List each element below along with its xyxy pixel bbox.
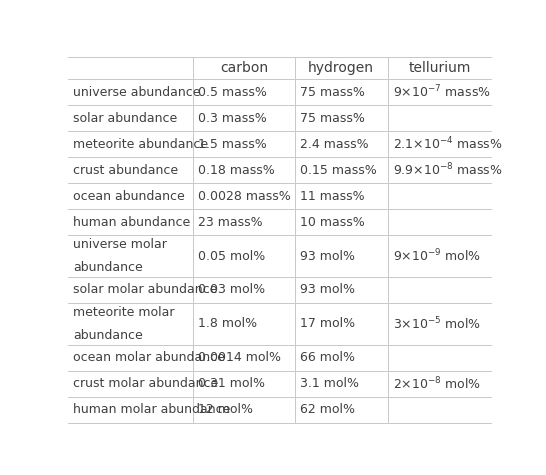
Text: solar abundance: solar abundance — [73, 112, 177, 124]
Text: universe abundance: universe abundance — [73, 86, 201, 99]
Text: $2{\times}10^{-8}$ mol%: $2{\times}10^{-8}$ mol% — [393, 375, 481, 392]
Text: $2.1{\times}10^{-4}$ mass%: $2.1{\times}10^{-4}$ mass% — [393, 136, 502, 152]
Text: abundance: abundance — [73, 261, 143, 274]
Text: 0.31 mol%: 0.31 mol% — [198, 377, 265, 390]
Text: 1.8 mol%: 1.8 mol% — [198, 317, 257, 330]
Text: 62 mol%: 62 mol% — [300, 403, 355, 416]
Text: carbon: carbon — [220, 61, 268, 75]
Text: tellurium: tellurium — [408, 61, 471, 75]
Text: meteorite molar: meteorite molar — [73, 306, 175, 319]
Text: abundance: abundance — [73, 329, 143, 342]
Text: 0.15 mass%: 0.15 mass% — [300, 164, 376, 177]
Text: 12 mol%: 12 mol% — [198, 403, 253, 416]
Text: 93 mol%: 93 mol% — [300, 250, 355, 263]
Text: 1.5 mass%: 1.5 mass% — [198, 138, 267, 151]
Text: 2.4 mass%: 2.4 mass% — [300, 138, 369, 151]
Text: 66 mol%: 66 mol% — [300, 351, 355, 364]
Text: 0.05 mol%: 0.05 mol% — [198, 250, 265, 263]
Text: 23 mass%: 23 mass% — [198, 216, 263, 229]
Text: meteorite abundance: meteorite abundance — [73, 138, 209, 151]
Text: hydrogen: hydrogen — [308, 61, 374, 75]
Text: 0.18 mass%: 0.18 mass% — [198, 164, 275, 177]
Text: 0.5 mass%: 0.5 mass% — [198, 86, 267, 99]
Text: 93 mol%: 93 mol% — [300, 284, 355, 296]
Text: solar molar abundance: solar molar abundance — [73, 284, 218, 296]
Text: 0.3 mass%: 0.3 mass% — [198, 112, 267, 124]
Text: crust abundance: crust abundance — [73, 164, 179, 177]
Text: 3.1 mol%: 3.1 mol% — [300, 377, 359, 390]
Text: $9.9{\times}10^{-8}$ mass%: $9.9{\times}10^{-8}$ mass% — [393, 162, 502, 179]
Text: $9{\times}10^{-7}$ mass%: $9{\times}10^{-7}$ mass% — [393, 84, 491, 100]
Text: crust molar abundance: crust molar abundance — [73, 377, 218, 390]
Text: universe molar: universe molar — [73, 238, 167, 251]
Text: $9{\times}10^{-9}$ mol%: $9{\times}10^{-9}$ mol% — [393, 248, 481, 265]
Text: 75 mass%: 75 mass% — [300, 86, 365, 99]
Text: 75 mass%: 75 mass% — [300, 112, 365, 124]
Text: 10 mass%: 10 mass% — [300, 216, 365, 229]
Text: human molar abundance: human molar abundance — [73, 403, 231, 416]
Text: human abundance: human abundance — [73, 216, 191, 229]
Text: ocean molar abundance: ocean molar abundance — [73, 351, 225, 364]
Text: $3{\times}10^{-5}$ mol%: $3{\times}10^{-5}$ mol% — [393, 315, 481, 332]
Text: 0.03 mol%: 0.03 mol% — [198, 284, 265, 296]
Text: 17 mol%: 17 mol% — [300, 317, 355, 330]
Text: 11 mass%: 11 mass% — [300, 190, 364, 203]
Text: ocean abundance: ocean abundance — [73, 190, 185, 203]
Text: 0.0014 mol%: 0.0014 mol% — [198, 351, 281, 364]
Text: 0.0028 mass%: 0.0028 mass% — [198, 190, 291, 203]
